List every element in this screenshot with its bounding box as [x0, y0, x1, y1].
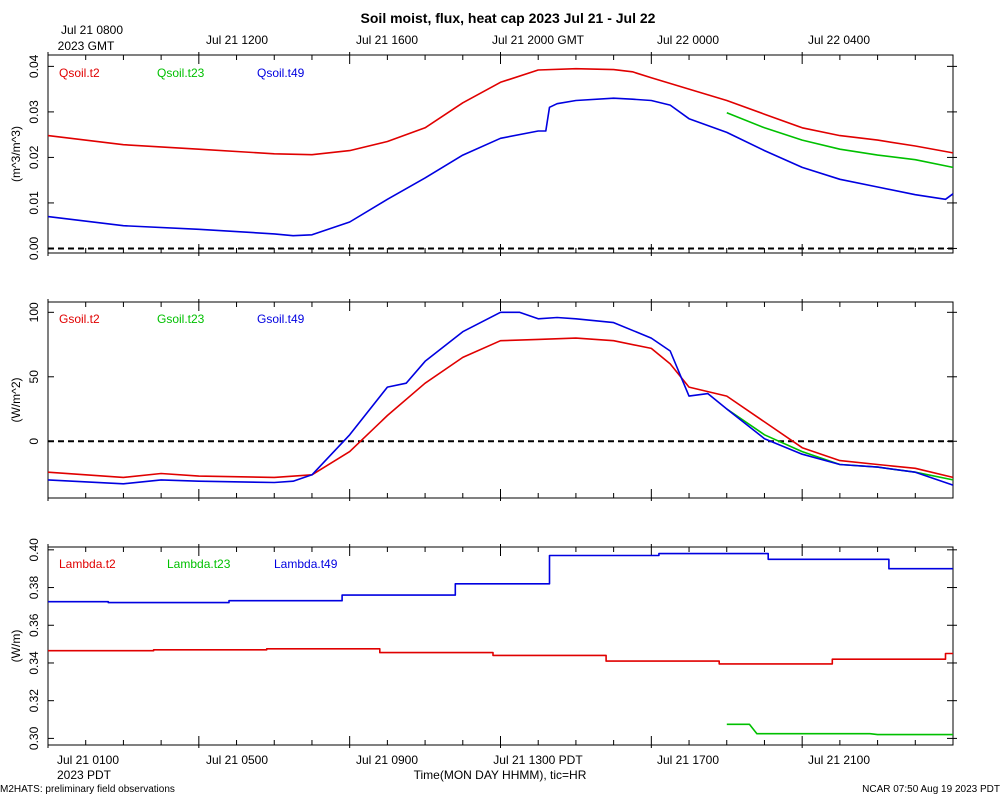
y-tick-label: 0.00 [27, 236, 41, 260]
y-tick-label: 0.30 [27, 726, 41, 750]
y-tick-label: 100 [27, 302, 41, 322]
bottom-axis-first-label-line2: 2023 PDT [57, 768, 112, 782]
series-line-gsoil-t49 [47, 311, 954, 486]
legend-entry-qsoil-t2: Qsoil.t2 [59, 66, 100, 80]
y-tick-label: 0.32 [27, 689, 41, 713]
y-tick-label: 0.38 [27, 576, 41, 600]
legend-entry-qsoil-t23: Qsoil.t23 [157, 66, 205, 80]
y-tick-label: 0.40 [27, 538, 41, 562]
legend-entry-gsoil-t23: Gsoil.t23 [157, 312, 205, 326]
y-axis-label: (W/m^2) [9, 378, 23, 423]
top-axis-label-4: Jul 22 0000 [657, 33, 719, 47]
legend-entry-lambda-t49: Lambda.t49 [274, 557, 338, 571]
y-tick-label: 0.34 [27, 651, 41, 675]
series-line-gsoil-t2 [47, 337, 954, 479]
y-tick-label: 0.36 [27, 613, 41, 637]
series-line-qsoil-t2 [47, 67, 954, 156]
top-axis-first-label-line2: 2023 GMT [58, 39, 115, 53]
top-axis-label-5: Jul 22 0400 [808, 33, 870, 47]
top-axis-label-2: Jul 21 1600 [356, 33, 418, 47]
bottom-axis-label-4: Jul 21 1700 [657, 753, 719, 767]
y-tick-label: 0.01 [27, 191, 41, 215]
legend-entry-gsoil-t49: Gsoil.t49 [257, 312, 305, 326]
y-axis-label: (m^3/m^3) [9, 126, 23, 182]
chart-title: Soil moist, flux, heat cap 2023 Jul 21 -… [361, 10, 656, 26]
top-axis-label-1: Jul 21 1200 [206, 33, 268, 47]
series-line-qsoil-t49 [47, 97, 954, 237]
legend-entry-lambda-t2: Lambda.t2 [59, 557, 116, 571]
soil-heat-flux-panel: 0 50 100 (W/m^2) Gsoil.t2 Gsoil.t23 Gsoil.t49 [9, 299, 957, 501]
y-axis-label: (W/m) [9, 630, 23, 663]
y-tick-label: 0.04 [27, 54, 41, 78]
bottom-axis-label-3: Jul 21 1300 PDT [493, 753, 583, 767]
soil-moisture-panel: 0.00 0.01 0.02 0.03 0.04 (m^3/m^3) Qsoil.t2 Qso… [9, 52, 957, 260]
series-line-lambda-t2 [48, 647, 953, 665]
y-tick-label: 50 [27, 370, 41, 384]
bottom-axis-label-2: Jul 21 0900 [356, 753, 418, 767]
legend-entry-gsoil-t2: Gsoil.t2 [59, 312, 100, 326]
legend-entry-lambda-t23: Lambda.t23 [167, 557, 231, 571]
y-tick-label: 0.02 [27, 145, 41, 169]
top-axis-first-label-line1: Jul 21 0800 [61, 23, 123, 37]
x-axis-title: Time(MON DAY HHMM), tic=HR [414, 768, 587, 782]
series-line-qsoil-t23 [726, 112, 954, 169]
legend-entry-qsoil-t49: Qsoil.t49 [257, 66, 305, 80]
series-line-lambda-t49 [48, 552, 953, 604]
footer-right-note: NCAR 07:50 Aug 19 2023 PDT [862, 784, 1000, 795]
bottom-axis-first-label-line1: Jul 21 0100 [57, 753, 119, 767]
footer-left-note: M2HATS: preliminary field observations [0, 784, 175, 795]
y-tick-label: 0.03 [27, 100, 41, 124]
series-line-lambda-t23 [726, 723, 953, 736]
bottom-axis-label-5: Jul 21 2100 [808, 753, 870, 767]
bottom-axis-label-1: Jul 21 0500 [206, 753, 268, 767]
y-tick-label: 0 [27, 438, 41, 445]
top-axis-label-3: Jul 21 2000 GMT [492, 33, 585, 47]
lambda-panel: 0.30 0.32 0.34 0.36 0.38 0.40 (W/m) Lambda.t2 La… [9, 538, 957, 750]
